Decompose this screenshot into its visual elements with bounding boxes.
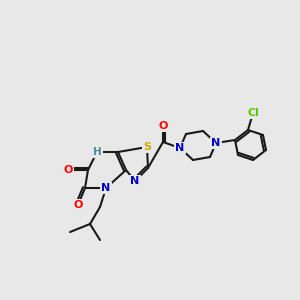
Text: N: N (176, 143, 184, 153)
Text: Cl: Cl (247, 108, 259, 118)
Text: N: N (130, 176, 140, 186)
Text: N: N (212, 138, 220, 148)
Text: N: N (101, 183, 111, 193)
Text: H: H (93, 147, 101, 157)
Text: O: O (63, 165, 73, 175)
Text: O: O (158, 121, 168, 131)
Text: O: O (73, 200, 83, 210)
Text: S: S (143, 142, 151, 152)
